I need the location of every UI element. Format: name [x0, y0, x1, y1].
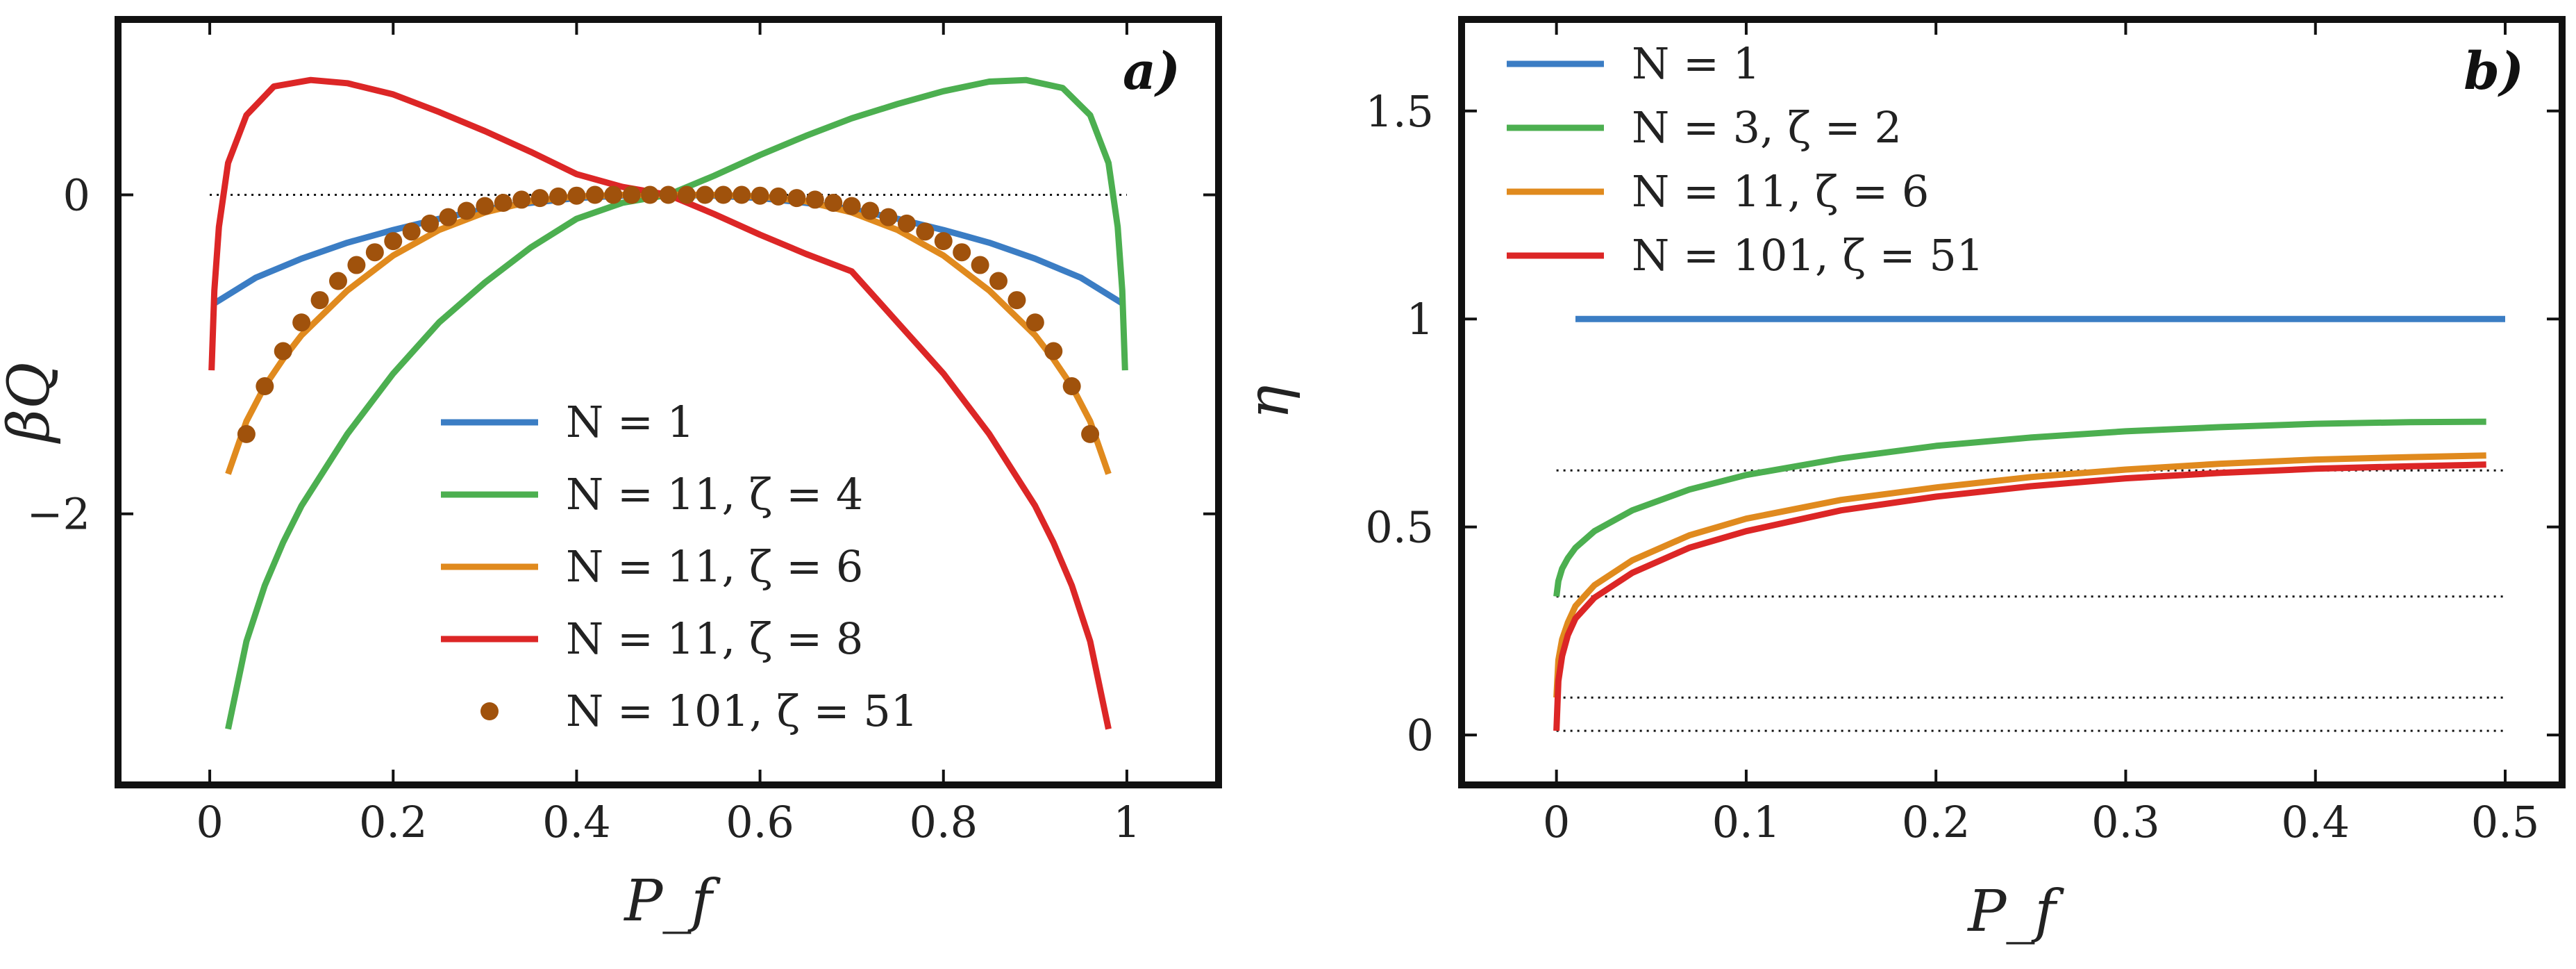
x-tick-label: 0.2: [1902, 797, 1971, 847]
x-tick-label: 0: [1543, 797, 1570, 847]
series-n-101-51-point: [805, 190, 824, 209]
x-tick-label: 0.8: [909, 797, 978, 847]
x-tick-label: 0.4: [2281, 797, 2350, 847]
y-tick-label: 1: [1407, 294, 1434, 345]
series-n-101-51-point: [512, 190, 531, 209]
series-n-101-51-point: [1007, 291, 1026, 310]
series-n-101-51-point: [934, 232, 953, 251]
series-n-101-51-point: [824, 194, 843, 213]
series-n-101-51-point: [347, 256, 366, 274]
y-tick-label: 0: [63, 170, 90, 221]
series-n-101-51-point: [916, 222, 935, 241]
series-n-101-51-point: [659, 185, 678, 204]
legend-label: N = 1: [1632, 38, 1760, 89]
x-tick-label: 0.3: [2091, 797, 2160, 847]
series-n-11-8-line: [208, 76, 1112, 730]
series-n-101-51-point: [402, 222, 421, 241]
series-n-101-51-point: [274, 342, 292, 361]
y-axis-label: η: [1236, 385, 1302, 419]
x-tick-label: 0: [196, 797, 223, 847]
series-n-101-51-point: [1081, 424, 1100, 443]
series-n-101-51-point: [329, 272, 347, 290]
plot-frame-b: [1458, 16, 2566, 788]
series-n-101-51-point: [549, 187, 567, 206]
series-n-101-51-point: [696, 185, 714, 204]
series-n-101-51-point: [622, 185, 641, 204]
legend-label: N = 101, ζ = 51: [566, 686, 918, 736]
series-n-101-51-point: [733, 185, 751, 204]
series-n-101-51-point: [585, 185, 604, 204]
series-n-101-51-point: [292, 313, 311, 332]
series-n-101-51-point: [769, 187, 787, 206]
series-n-101-51-point: [604, 185, 623, 204]
series-n-101-51-point: [989, 272, 1007, 290]
series-n-101-51-point: [457, 201, 476, 220]
y-axis-label: βQ: [0, 363, 62, 445]
series-n-101-51-point: [861, 201, 880, 220]
series-n-101-51-point: [384, 232, 403, 251]
x-tick-label: 0.4: [542, 797, 611, 847]
series-n-101-51-point: [439, 208, 458, 226]
legend-marker: [480, 702, 499, 720]
series-n-101-51-point: [476, 197, 494, 215]
plot-frame-a: [115, 16, 1222, 788]
series-n-101-51-point: [1026, 313, 1044, 332]
legend-label: N = 11, ζ = 4: [566, 469, 863, 520]
series-n-101-51-point: [842, 197, 861, 215]
series-n-101-51-point: [897, 214, 916, 233]
series-n-101-51-point: [714, 185, 733, 204]
series-n-101-51-point: [641, 185, 660, 204]
series-n-3-2-line: [1553, 418, 2486, 597]
y-tick-label: 1.5: [1365, 86, 1434, 137]
x-tick-label: 0.2: [359, 797, 428, 847]
legend-label: N = 3, ζ = 2: [1632, 102, 1902, 153]
legend-label: N = 101, ζ = 51: [1632, 230, 1984, 281]
series-n-101-51-point: [677, 185, 696, 204]
series-n-101-51-point: [494, 194, 512, 213]
panel-a: 0 0.2 0.4 0.6 0.8 10−2N = 1N = 11, ζ = 4N = 1…: [0, 16, 1222, 934]
x-tick-label: 0.5: [2471, 797, 2540, 847]
legend-a: N = 1 N = 11, ζ = 4 N = 11, ζ = 6 N = 11, ζ…: [441, 397, 918, 736]
y-tick-label: 0: [1407, 710, 1434, 761]
panel-label: b): [2464, 42, 2524, 101]
series-n-101-51-point: [310, 291, 329, 310]
legend-b: N = 1 N = 3, ζ = 2 N = 11, ζ = 6 N = 101, ζ…: [1507, 38, 1984, 281]
legend-label: N = 11, ζ = 6: [1632, 166, 1929, 217]
series-n-101-51-line: [1553, 461, 2486, 731]
series-n-101-51-point: [567, 186, 586, 205]
series-n-101-51-point: [530, 189, 549, 208]
legend-label: N = 11, ζ = 6: [566, 541, 863, 592]
series-n-11-4-line: [225, 76, 1128, 730]
x-axis-label: P_f: [623, 868, 721, 934]
series-n-11-6-line: [1553, 452, 2486, 698]
x-tick-label: 1: [1113, 797, 1140, 847]
legend-label: N = 11, ζ = 8: [566, 613, 863, 664]
series-n-101-51-point: [421, 214, 440, 233]
series-n-101-51-point: [787, 189, 806, 208]
x-tick-label: 0.1: [1712, 797, 1781, 847]
series-n-101-51-point: [879, 208, 898, 226]
series-n-101-51-point: [1044, 342, 1063, 361]
series-n-101-51-point: [751, 186, 769, 205]
x-tick-label: 0.6: [726, 797, 794, 847]
series-n-101-51-point: [971, 256, 989, 274]
series-n-101-51-point: [365, 243, 384, 262]
legend-label: N = 1: [566, 397, 694, 447]
panel-b: 0 0.1 0.2 0.3 0.4 0.5 0 0.5 1 1.5 N = 1 N = 3, ζ = …: [1236, 16, 2566, 945]
series-n-101-51-point: [256, 377, 274, 396]
y-tick-label: 0.5: [1365, 502, 1434, 553]
panel-label: a): [1123, 42, 1180, 101]
x-axis-label: P_f: [1966, 879, 2064, 945]
series-n-101-51-point: [953, 243, 971, 262]
y-tick-label: −2: [27, 489, 90, 540]
series-n-101-51-point: [237, 424, 256, 443]
series-n-101-51-point: [1062, 377, 1081, 396]
